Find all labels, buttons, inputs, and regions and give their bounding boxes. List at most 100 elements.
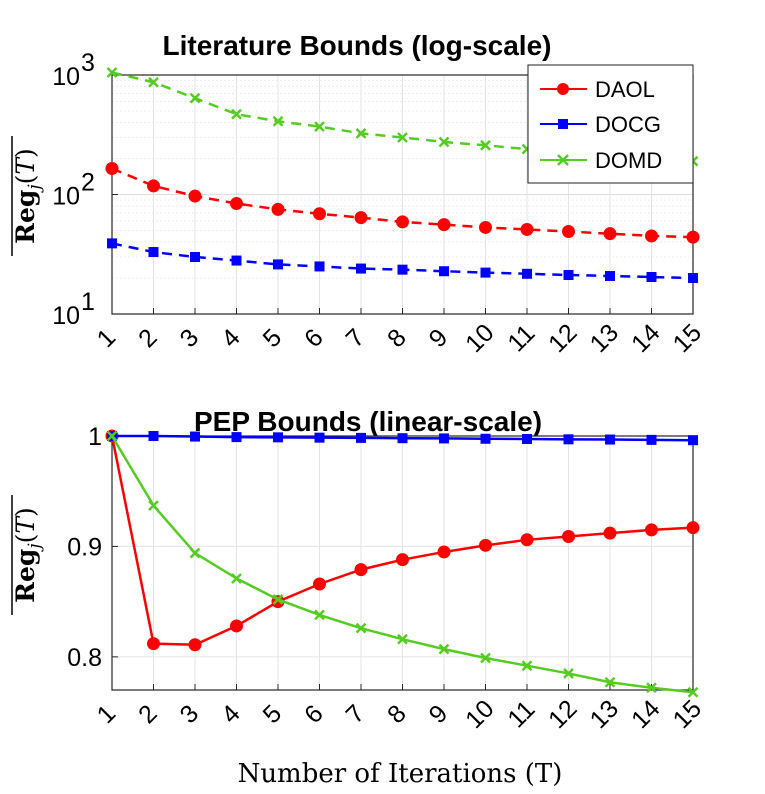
data-point-daol [396,553,409,567]
data-point-daol [437,545,451,559]
data-point-docg [190,431,200,442]
data-point-docg [273,259,283,270]
data-point-daol [354,211,368,225]
legend-label-docg: DOCG [595,112,661,137]
x-tick-label: 3 [175,700,205,730]
data-point-daol [230,619,243,633]
data-point-docg [563,270,574,281]
data-point-daol [230,197,243,211]
data-point-docg [605,434,615,445]
legend-label-domd: DOMD [595,148,662,173]
chart-title-top: Literature Bounds (log-scale) [163,30,552,61]
data-point-daol [188,638,202,652]
data-point-domd [438,643,450,655]
data-point-daol [313,207,326,221]
data-point-daol [437,218,451,232]
data-point-domd [604,676,616,688]
data-point-domd [355,622,367,634]
legend-marker-domd [557,154,569,166]
data-point-daol [354,563,368,577]
legend-label-daol: DAOL [595,77,655,102]
x-tick-label: 15 [668,319,707,358]
y-tick-label: 10 [52,63,80,91]
legend-marker-daol [557,83,569,95]
legend-marker-docg [558,119,568,129]
y-tick-label: 10 [52,302,80,330]
y-tick-exponent: 3 [81,49,95,77]
data-point-daol [645,523,658,537]
bottom-chart: 1 2 3 4 5 6 7 8 9 10 11 12 13 14 150.80.91 [67,423,707,734]
data-point-domd [646,682,657,694]
x-tick-label: 1 [92,324,122,354]
data-point-docg [273,432,283,443]
data-point-daol [686,230,700,244]
data-point-docg [439,433,449,444]
data-point-docg [314,432,325,443]
y-axis-label-top: Regj(T) [11,136,45,256]
data-point-docg [148,247,159,258]
y-tick-exponent: 2 [81,169,95,197]
data-point-docg [314,261,325,272]
data-point-daol [562,529,575,543]
x-tick-label: 4 [216,699,246,729]
x-tick-label: 8 [382,324,412,354]
y-tick-label: 0.8 [67,644,102,672]
data-point-docg [480,433,491,444]
x-tick-label: 2 [133,700,163,730]
data-point-docg [688,435,698,446]
data-point-domd [231,573,242,584]
y-tick-exponent: 1 [81,288,95,316]
data-point-docg [190,251,200,262]
legend-item-daol: DAOL [540,77,655,102]
x-tick-label: 2 [133,324,163,354]
data-point-daol [147,179,160,193]
data-point-docg [563,434,574,445]
x-tick-label: 7 [341,324,371,354]
data-point-domd [397,132,408,143]
y-tick-label: 0.9 [67,533,102,561]
x-tick-label: 5 [258,324,288,354]
data-point-docg [522,433,532,444]
data-point-docg [439,266,449,277]
data-point-domd [314,609,325,621]
x-tick-label: 11 [502,319,540,357]
data-point-domd [438,136,450,148]
data-point-docg [107,238,117,249]
data-point-domd [687,686,699,698]
legend: DAOL DOCG DOMD [527,64,694,184]
svg-text:Regj(T): Regj(T) [11,148,45,244]
data-point-docg [688,273,698,284]
x-tick-label: 10 [460,695,499,734]
x-tick-label: 14 [626,695,666,735]
x-tick-label: 11 [502,695,540,733]
data-point-domd [148,76,159,88]
data-point-daol [479,538,492,552]
data-point-docg [231,432,242,443]
x-tick-label: 6 [299,700,329,730]
data-point-docg [646,434,657,445]
data-point-docg [480,267,491,278]
data-point-domd [480,652,491,664]
data-point-docg [605,270,615,281]
x-tick-label: 4 [216,323,246,353]
data-point-daol [313,577,326,591]
x-tick-label: 3 [175,324,205,354]
data-point-domd [272,115,284,127]
data-point-daol [520,533,534,547]
data-point-domd [314,121,325,132]
x-tick-label: 10 [460,319,499,358]
data-point-docg [356,263,366,274]
data-point-daol [562,225,575,239]
data-point-domd [148,500,159,511]
data-point-daol [645,229,658,243]
data-point-daol [603,526,617,540]
data-point-daol [686,521,700,535]
x-tick-label: 8 [382,700,412,730]
x-tick-label: 9 [424,324,454,354]
x-tick-label: 7 [341,700,371,730]
data-point-domd [397,633,408,645]
svg-text:Regj(T): Regj(T) [11,507,45,603]
data-point-domd [563,668,574,679]
data-point-daol [479,220,492,234]
x-tick-label: 9 [424,700,454,730]
